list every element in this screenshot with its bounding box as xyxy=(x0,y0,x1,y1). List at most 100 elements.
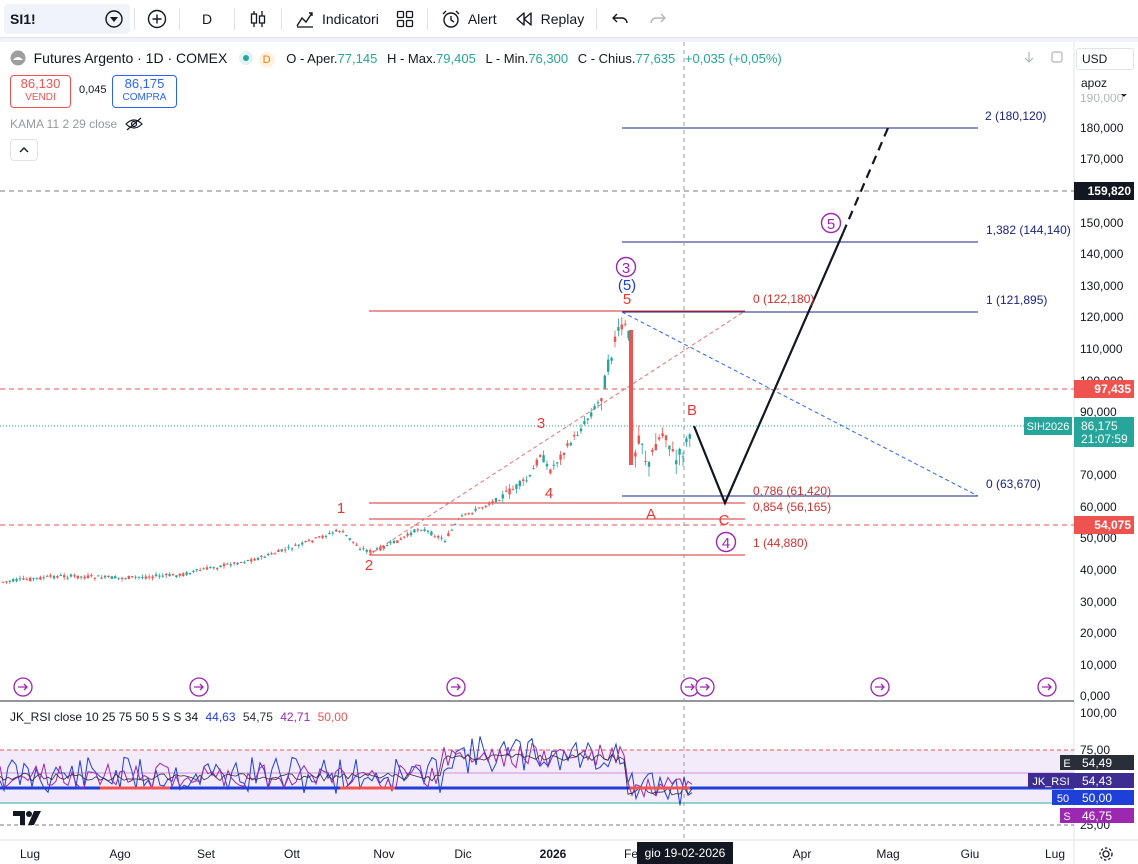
candle-body xyxy=(42,577,45,579)
rsi-s-tag-text: S xyxy=(1063,811,1070,823)
maximize-icon[interactable] xyxy=(1051,51,1063,63)
scale-mode-label: apoz xyxy=(1081,76,1108,90)
candle-body xyxy=(12,579,15,582)
candle-body xyxy=(386,545,389,547)
candle-body xyxy=(369,550,372,553)
spread-value: 0,045 xyxy=(79,84,107,96)
candle-body xyxy=(675,460,678,465)
candle-body xyxy=(63,575,66,578)
candle-body xyxy=(460,515,464,517)
wave-label-4[interactable]: 4 xyxy=(545,485,553,502)
candle-body xyxy=(447,533,450,537)
candle-body xyxy=(494,498,498,502)
replay-button[interactable]: Replay xyxy=(505,4,593,34)
level-badge-text: 54,075 xyxy=(1094,518,1131,532)
wave-label-2[interactable]: 2 xyxy=(365,557,373,574)
rsi-name: JK_RSI close 10 25 75 50 5 S S 34 xyxy=(10,710,199,724)
event-markers[interactable] xyxy=(13,677,1057,697)
candle-body xyxy=(658,437,661,440)
candle-body xyxy=(290,548,294,550)
wave-label-1[interactable]: 1 xyxy=(337,500,345,517)
price-axis[interactable]: 180,000 170,000 150,000 140,000 130,000 … xyxy=(1080,91,1124,703)
tradingview-logo-icon[interactable] xyxy=(12,808,44,833)
candle-body xyxy=(471,513,474,515)
candle-body xyxy=(284,549,287,551)
candle-body xyxy=(328,532,331,534)
rsi-legend[interactable]: JK_RSI close 10 25 75 50 5 S S 34 44,63 … xyxy=(10,710,348,724)
wave-projection-dashed[interactable] xyxy=(841,127,890,234)
candle-body xyxy=(579,428,583,432)
collapse-legend-button[interactable] xyxy=(10,139,38,161)
wave-label-a[interactable]: A xyxy=(646,506,656,523)
fib-label-2: 2 (180,120) xyxy=(985,109,1046,123)
fib-trend-line-red[interactable] xyxy=(368,310,746,556)
candle-body xyxy=(301,542,304,545)
redo-button[interactable] xyxy=(639,4,677,34)
chart-type-button[interactable] xyxy=(239,4,277,34)
toolbar-divider xyxy=(179,7,180,30)
compare-symbol-icon[interactable] xyxy=(104,9,124,29)
candle-body xyxy=(97,575,100,577)
candle-body xyxy=(664,435,668,441)
wave-label-b[interactable]: B xyxy=(687,402,697,419)
candle-body xyxy=(528,474,532,477)
candle-body xyxy=(629,330,633,465)
candle-body xyxy=(199,570,202,572)
settings-gear-icon[interactable] xyxy=(1098,846,1114,864)
price-tick: 0,000 xyxy=(1080,689,1110,703)
wave-label-c[interactable]: C xyxy=(719,512,730,529)
event-marker-icon xyxy=(13,677,33,697)
fib-trend-line-blue[interactable] xyxy=(621,311,979,497)
candle-body xyxy=(35,577,39,579)
candle-body xyxy=(263,556,266,558)
silver-coin-icon xyxy=(10,50,26,66)
candle-body xyxy=(107,575,110,578)
time-axis[interactable]: Lug Ago Set Ott Nov Dic 2026 Fe Apr Mag … xyxy=(20,847,1065,861)
layouts-button[interactable] xyxy=(387,4,423,34)
candle-body xyxy=(15,579,18,582)
alert-button[interactable]: Alert xyxy=(432,4,505,34)
buy-label: COMPRA xyxy=(122,92,167,103)
price-tick: 40,000 xyxy=(1080,563,1117,577)
price-tick: 20,000 xyxy=(1080,626,1117,640)
sell-button[interactable]: 86,130 VENDI xyxy=(10,75,71,108)
indicators-button[interactable]: Indicatori xyxy=(286,4,387,34)
candle-body xyxy=(297,544,300,546)
wave-label-3[interactable]: 3 xyxy=(537,415,545,432)
currency-select[interactable]: USD xyxy=(1076,48,1134,70)
candle-body xyxy=(49,575,52,577)
candle-body xyxy=(522,479,525,482)
wave-label-major-3[interactable]: 3 xyxy=(622,260,630,277)
market-status[interactable]: D xyxy=(258,52,275,68)
sell-label: VENDI xyxy=(25,92,56,103)
eye-hidden-icon[interactable] xyxy=(125,117,144,131)
candle-body xyxy=(137,576,141,578)
wave-projection-solid[interactable] xyxy=(692,232,845,506)
add-symbol-button[interactable] xyxy=(139,4,175,34)
candle-body xyxy=(216,568,219,570)
candle-body xyxy=(46,575,49,577)
undo-button[interactable] xyxy=(601,4,639,34)
alert-label: Alert xyxy=(467,10,497,27)
wave-label-major-5[interactable]: 5 xyxy=(827,216,835,233)
wave-label-5[interactable]: 5 xyxy=(623,291,631,308)
wave-label-major-4[interactable]: 4 xyxy=(722,535,730,552)
scale-mode-select[interactable]: apoz xyxy=(1076,72,1134,94)
download-icon[interactable] xyxy=(1024,52,1034,63)
candle-body xyxy=(654,444,657,451)
time-label: Fe xyxy=(624,847,638,861)
symbol-title[interactable]: Futures Argento · 1D · COMEX xyxy=(33,50,228,66)
symbol-search[interactable]: SI1! xyxy=(4,3,130,34)
candle-body xyxy=(600,398,603,402)
candle-body xyxy=(352,541,355,543)
kama-indicator-legend[interactable]: KAMA 11 2 29 close xyxy=(10,117,144,131)
interval-button[interactable]: D xyxy=(184,4,230,34)
rsi-value: 54,43 xyxy=(1082,774,1112,788)
buy-button[interactable]: 86,175 COMPRA xyxy=(112,75,177,108)
candle-body xyxy=(168,574,171,577)
candle-body xyxy=(627,330,630,339)
wave-label-intermediate-5[interactable]: (5) xyxy=(618,277,636,294)
candle-body xyxy=(416,529,419,531)
candle-body xyxy=(29,577,32,582)
